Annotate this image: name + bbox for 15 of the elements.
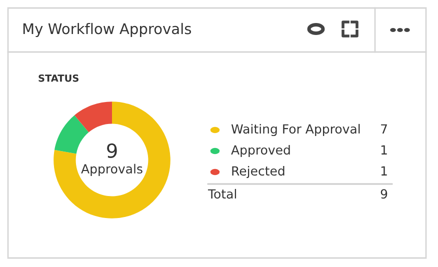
- legend-label: Waiting For Approval: [231, 124, 360, 136]
- text: 9: [380, 189, 388, 199]
- donut-slice: [54, 102, 170, 218]
- legend-label: Approved: [231, 144, 290, 158]
- data-label: 7: [381, 124, 387, 134]
- donut-slice: [54, 115, 89, 154]
- data-label: 1: [381, 145, 387, 154]
- text: Approvals: [81, 164, 142, 176]
- text: Total: [208, 188, 236, 199]
- legend-label: Rejected: [232, 166, 284, 178]
- chart-subtitle: STATUS: [38, 74, 78, 82]
- chart-title: My Workflow Approvals: [23, 22, 192, 38]
- donut-slice: [74, 102, 112, 132]
- text: 9: [107, 143, 117, 158]
- data-label: 1: [381, 166, 387, 176]
